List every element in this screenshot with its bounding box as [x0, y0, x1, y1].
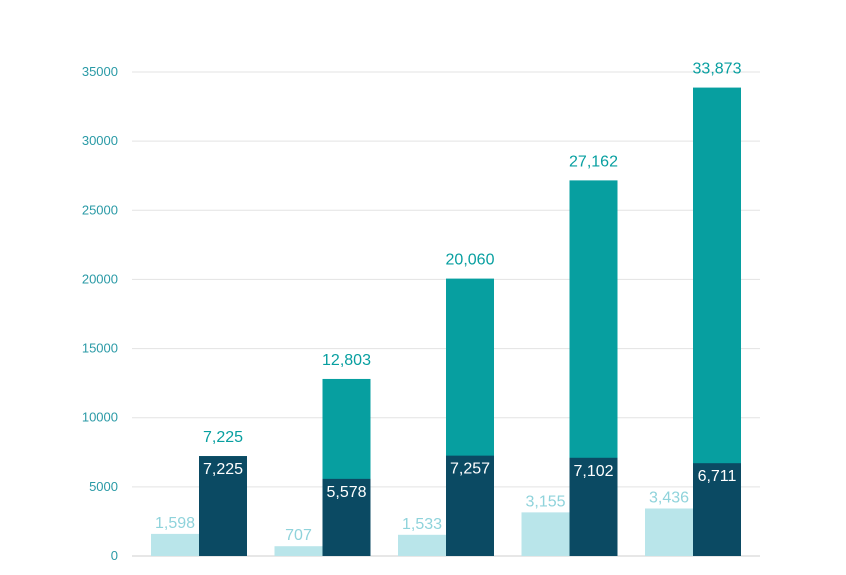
data-label-light: 1,533	[402, 516, 442, 533]
data-label-total: 27,162	[569, 153, 618, 170]
y-tick-label: 0	[111, 548, 118, 563]
data-label-dark: 7,102	[573, 463, 613, 480]
bar-light	[151, 533, 199, 556]
bar-dark	[322, 478, 371, 556]
y-tick-label: 30000	[82, 133, 118, 148]
data-label-total: 20,060	[446, 252, 495, 269]
data-label-light: 3,155	[525, 493, 565, 510]
y-tick-label: 5000	[89, 479, 118, 494]
bar-light	[521, 512, 570, 556]
y-tick-label: 25000	[82, 202, 118, 217]
bar-dark	[693, 463, 741, 556]
y-tick-label: 10000	[82, 410, 118, 425]
data-label-dark: 5,578	[326, 484, 366, 501]
y-tick-label: 35000	[82, 64, 118, 79]
data-label-light: 707	[285, 527, 312, 544]
data-label-light: 1,598	[155, 515, 195, 532]
data-label-dark: 6,711	[698, 468, 737, 485]
bar-dark	[199, 456, 247, 556]
data-label-dark: 7,225	[203, 461, 243, 478]
data-label-light: 3,436	[649, 489, 689, 506]
data-label-total: 12,803	[322, 352, 371, 369]
bar-light	[645, 508, 693, 556]
data-label-total: 33,873	[693, 61, 742, 78]
bar-dark	[446, 455, 494, 556]
bar-dark	[569, 457, 618, 556]
y-tick-label: 20000	[82, 271, 118, 286]
data-label-dark: 7,257	[450, 461, 490, 478]
y-tick-label: 15000	[82, 341, 118, 356]
bar-light	[398, 534, 446, 556]
data-label-total: 7,225	[203, 429, 243, 446]
bar-light	[274, 546, 323, 556]
